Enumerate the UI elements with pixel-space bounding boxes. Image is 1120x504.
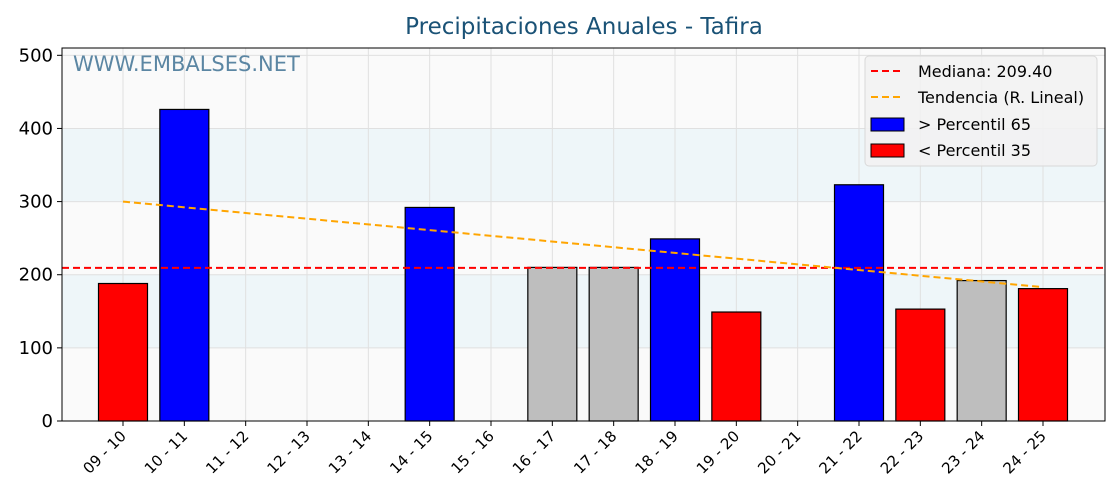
watermark: WWW.EMBALSES.NET: [73, 52, 300, 76]
legend-low-swatch: [870, 143, 905, 158]
bar: [97, 282, 149, 422]
x-tick-label: 17 - 18: [570, 427, 620, 477]
bar: [711, 311, 762, 422]
x-tick-label: 24 - 25: [1000, 427, 1050, 477]
x-tick-label: 14 - 15: [386, 427, 436, 477]
y-tick-label: 0: [42, 411, 53, 432]
bar: [895, 308, 946, 422]
x-tick-label: 18 - 19: [632, 427, 682, 477]
legend-label: < Percentil 35: [918, 141, 1031, 160]
x-tick-label: 20 - 21: [754, 427, 804, 477]
band: [62, 274, 1105, 348]
legend-box: [864, 55, 1098, 167]
bar: [527, 266, 578, 422]
bar: [649, 238, 701, 422]
x-tick-label: 16 - 17: [509, 427, 559, 477]
x-tick-label: 22 - 23: [877, 427, 927, 477]
legend-label: Mediana: 209.40: [918, 62, 1052, 81]
y-tick-label: 100: [19, 338, 53, 359]
x-tick-label: 12 - 13: [264, 427, 314, 477]
x-tick-label: 11 - 12: [202, 427, 252, 477]
bar: [159, 108, 210, 422]
legend-label: Tendencia (R. Lineal): [917, 88, 1084, 107]
y-tick-label: 500: [19, 45, 53, 66]
x-tick-label: 19 - 20: [693, 427, 743, 477]
x-tick-label: 13 - 14: [325, 427, 375, 477]
y-tick-label: 400: [19, 118, 53, 139]
x-tick-label: 10 - 11: [141, 427, 191, 477]
bar: [588, 266, 639, 422]
x-tick-label: 09 - 10: [80, 427, 130, 477]
bar: [956, 279, 1007, 422]
x-tick-label: 21 - 22: [816, 427, 866, 477]
bar: [1017, 288, 1069, 422]
y-tick-label: 200: [19, 265, 53, 286]
x-tick-label: 23 - 24: [938, 427, 988, 477]
bar: [833, 184, 885, 422]
plot-frame: [61, 47, 1106, 422]
bar: [404, 206, 455, 422]
chart-title: Precipitaciones Anuales - Tafira: [405, 14, 763, 40]
legend-label: > Percentil 65: [918, 115, 1031, 134]
y-tick-label: 300: [19, 192, 53, 213]
legend-high-swatch: [870, 117, 905, 132]
x-tick-label: 15 - 16: [448, 427, 498, 477]
